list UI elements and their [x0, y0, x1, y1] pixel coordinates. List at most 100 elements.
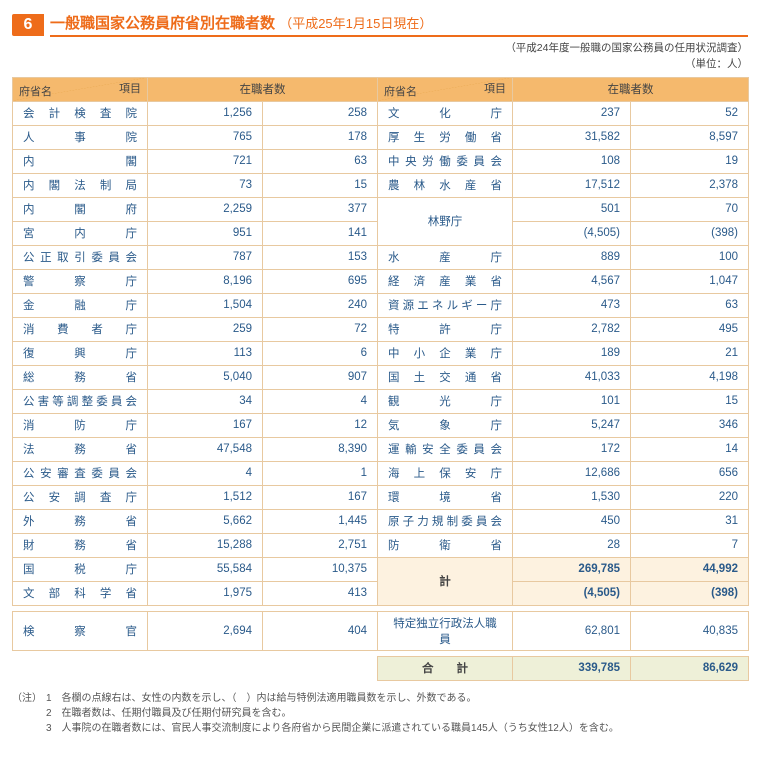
value-b: 8,597: [631, 125, 749, 149]
header-notes: （平成24年度一般職の国家公務員の任用状況調査） （単位：人）: [12, 41, 748, 73]
value-a: 1,530: [513, 485, 631, 509]
table-row: 総務省 5,040 907国土交通省 41,033 4,198: [13, 365, 749, 389]
value-a: 172: [513, 437, 631, 461]
ministry-name: 林野庁: [378, 197, 513, 245]
grand-total-row: 合 計 339,785 86,629: [13, 656, 749, 680]
value-b: 695: [263, 269, 378, 293]
value-b: 7: [631, 533, 749, 557]
footnote-3: 3 人事院の在職者数には、官民人事交流制度により各府省から民間企業に派遣されてい…: [46, 723, 619, 734]
value-a: 889: [513, 245, 631, 269]
value-a: (4,505): [513, 221, 631, 245]
value-a: 4: [148, 461, 263, 485]
value-a: 12,686: [513, 461, 631, 485]
ministry-name: 法務省: [13, 437, 148, 461]
value-a: 189: [513, 341, 631, 365]
value-a: 501: [513, 197, 631, 221]
value-a: 47,548: [148, 437, 263, 461]
title-sub: （平成25年1月15日現在）: [279, 16, 432, 31]
ministry-name: 国土交通省: [378, 365, 513, 389]
value-a: 1,256: [148, 101, 263, 125]
value-a: 17,512: [513, 173, 631, 197]
value-b: (398): [631, 221, 749, 245]
value-a: 101: [513, 389, 631, 413]
table-row: 公安審査委員会 4 1海上保安庁 12,686 656: [13, 461, 749, 485]
table-body: 会計検査院 1,256 258文化庁 237 52人事院 765 178厚生労働…: [13, 101, 749, 680]
value-b: 220: [631, 485, 749, 509]
table-row: 金融庁 1,504 240資源エネルギー庁 473 63: [13, 293, 749, 317]
ministry-name: 公安審査委員会: [13, 461, 148, 485]
footnote-1: 1 各欄の点線右は、女性の内数を示し、（ ）内は給与特例法適用職員数を示し、外数…: [46, 693, 476, 704]
note-unit: （単位：人）: [685, 58, 748, 70]
value-a: 721: [148, 149, 263, 173]
header-ministry: 府省名: [19, 83, 52, 99]
ministry-name: 中央労働委員会: [378, 149, 513, 173]
value-a: 2,782: [513, 317, 631, 341]
header-diag-left: 項目 府省名: [13, 77, 148, 101]
footnote-2: 2 在職者数は、任期付職員及び任期付研究員を含む。: [46, 708, 292, 719]
value-a: (4,505): [513, 581, 631, 605]
value-a: 5,662: [148, 509, 263, 533]
ministry-name: 気象庁: [378, 413, 513, 437]
grand-total-label: 合 計: [378, 656, 513, 680]
section-title: 一般職国家公務員府省別在職者数 （平成25年1月15日現在）: [50, 12, 748, 37]
ministry-name: 警察庁: [13, 269, 148, 293]
value-a: 259: [148, 317, 263, 341]
value-b: 72: [263, 317, 378, 341]
header-item: 項目: [484, 80, 506, 96]
value-b: 1,445: [263, 509, 378, 533]
value-b: 19: [631, 149, 749, 173]
value-a: 167: [148, 413, 263, 437]
footnote-label: （注）: [12, 691, 46, 706]
value-b: 495: [631, 317, 749, 341]
ministry-name: 中小企業庁: [378, 341, 513, 365]
section-badge: 6: [12, 14, 44, 36]
table-row: 国税庁 55,584 10,375計 269,785 44,992: [13, 557, 749, 581]
value-b: 15: [631, 389, 749, 413]
header-count-right: 在職者数: [513, 77, 749, 101]
value-a: 28: [513, 533, 631, 557]
ministry-name: 総務省: [13, 365, 148, 389]
table-row: 公害等調整委員会 34 4観光庁 101 15: [13, 389, 749, 413]
ministry-name: 内閣府: [13, 197, 148, 221]
ministry-name: 厚生労働省: [378, 125, 513, 149]
value-a: 108: [513, 149, 631, 173]
value-b: 4,198: [631, 365, 749, 389]
value-a: 62,801: [513, 611, 631, 650]
value-a: 113: [148, 341, 263, 365]
subtotal-label: 計: [378, 557, 513, 605]
value-b: 52: [631, 101, 749, 125]
value-a: 1,504: [148, 293, 263, 317]
table-row: 消費者庁 259 72特許庁 2,782 495: [13, 317, 749, 341]
value-a: 765: [148, 125, 263, 149]
value-b: 656: [631, 461, 749, 485]
value-b: 40,835: [631, 611, 749, 650]
value-a: 5,040: [148, 365, 263, 389]
ministry-name: 運輸安全委員会: [378, 437, 513, 461]
table-row: 内閣法制局 73 15農林水産省 17,512 2,378: [13, 173, 749, 197]
ministry-name: 会計検査院: [13, 101, 148, 125]
value-b: 404: [263, 611, 378, 650]
value-b: 167: [263, 485, 378, 509]
value-a: 55,584: [148, 557, 263, 581]
value-b: 12: [263, 413, 378, 437]
ministry-name: 資源エネルギー庁: [378, 293, 513, 317]
table-row: 公正取引委員会 787 153水産庁 889 100: [13, 245, 749, 269]
value-b: 377: [263, 197, 378, 221]
ministry-name: 経済産業省: [378, 269, 513, 293]
ministry-name: 復興庁: [13, 341, 148, 365]
header-item: 項目: [119, 80, 141, 96]
blank-cell: [13, 656, 378, 680]
ministry-name: 検察官: [13, 611, 148, 650]
table-row: 検察官 2,694 404 特定独立行政法人職員 62,801 40,835: [13, 611, 749, 650]
ministry-name: 文化庁: [378, 101, 513, 125]
ministry-name: 金融庁: [13, 293, 148, 317]
table-row: 公安調査庁 1,512 167環境省 1,530 220: [13, 485, 749, 509]
value-b: 178: [263, 125, 378, 149]
value-b: 44,992: [631, 557, 749, 581]
value-a: 2,694: [148, 611, 263, 650]
table-row: 警察庁 8,196 695経済産業省 4,567 1,047: [13, 269, 749, 293]
value-b: 14: [631, 437, 749, 461]
value-a: 269,785: [513, 557, 631, 581]
header-row: 項目 府省名 在職者数 項目 府省名 在職者数: [13, 77, 749, 101]
value-b: 2,751: [263, 533, 378, 557]
